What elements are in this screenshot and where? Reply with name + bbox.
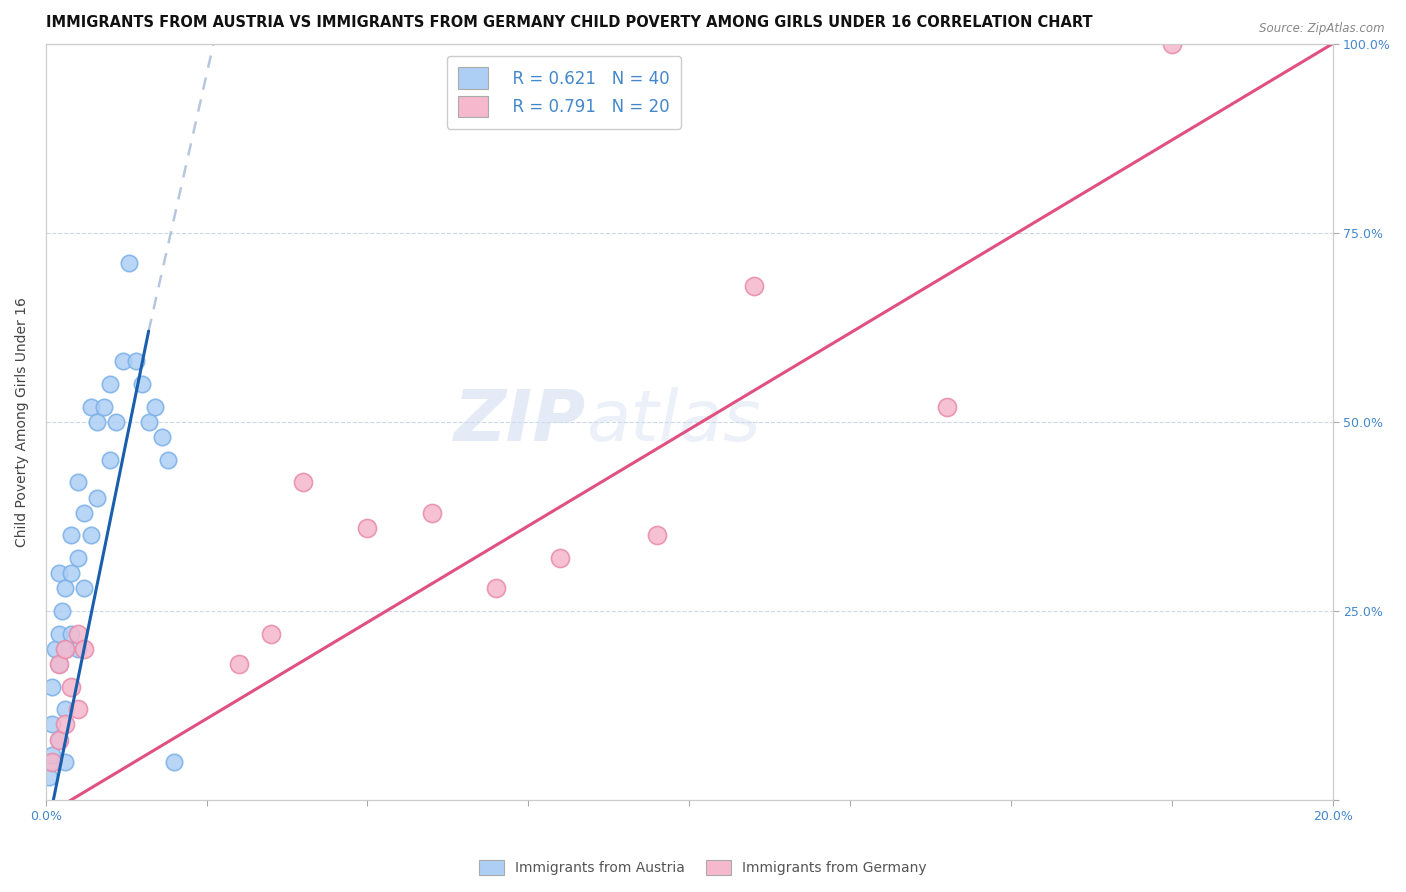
Point — [48, 657, 70, 671]
Point — [485, 581, 508, 595]
Point — [93, 400, 115, 414]
Point — [742, 278, 765, 293]
Point — [73, 581, 96, 595]
Point — [260, 626, 283, 640]
Point — [51, 604, 73, 618]
Point — [228, 657, 250, 671]
Point — [53, 756, 76, 770]
Point — [60, 528, 83, 542]
Point — [48, 566, 70, 581]
Point — [86, 415, 108, 429]
Point — [143, 400, 166, 414]
Text: Source: ZipAtlas.com: Source: ZipAtlas.com — [1260, 22, 1385, 36]
Point — [111, 354, 134, 368]
Point — [44, 641, 66, 656]
Text: IMMIGRANTS FROM AUSTRIA VS IMMIGRANTS FROM GERMANY CHILD POVERTY AMONG GIRLS UND: IMMIGRANTS FROM AUSTRIA VS IMMIGRANTS FR… — [45, 15, 1092, 30]
Point — [550, 551, 572, 566]
Point — [39, 756, 62, 770]
Point — [48, 626, 70, 640]
Point — [66, 551, 89, 566]
Point — [80, 528, 103, 542]
Point — [163, 756, 186, 770]
Legend: Immigrants from Austria, Immigrants from Germany: Immigrants from Austria, Immigrants from… — [474, 855, 932, 880]
Point — [73, 506, 96, 520]
Point — [292, 475, 315, 490]
Point — [60, 566, 83, 581]
Point — [53, 641, 76, 656]
Point — [66, 626, 89, 640]
Text: ZIP: ZIP — [454, 387, 586, 457]
Point — [131, 377, 153, 392]
Point — [60, 626, 83, 640]
Point — [420, 506, 443, 520]
Point — [935, 400, 957, 414]
Point — [80, 400, 103, 414]
Point — [645, 528, 668, 542]
Point — [98, 452, 121, 467]
Point — [105, 415, 128, 429]
Point — [48, 732, 70, 747]
Point — [41, 717, 63, 731]
Point — [48, 732, 70, 747]
Text: atlas: atlas — [586, 387, 761, 457]
Point — [86, 491, 108, 505]
Point — [356, 521, 378, 535]
Point — [41, 747, 63, 762]
Point — [1160, 37, 1182, 51]
Point — [41, 680, 63, 694]
Point — [53, 581, 76, 595]
Point — [38, 770, 60, 784]
Point — [138, 415, 160, 429]
Point — [53, 717, 76, 731]
Point — [156, 452, 179, 467]
Point — [66, 702, 89, 716]
Legend:   R = 0.621   N = 40,   R = 0.791   N = 20: R = 0.621 N = 40, R = 0.791 N = 20 — [447, 56, 681, 128]
Point — [60, 680, 83, 694]
Point — [98, 377, 121, 392]
Point — [48, 657, 70, 671]
Point — [66, 641, 89, 656]
Point — [41, 756, 63, 770]
Point — [53, 641, 76, 656]
Point — [118, 256, 141, 270]
Point — [53, 702, 76, 716]
Y-axis label: Child Poverty Among Girls Under 16: Child Poverty Among Girls Under 16 — [15, 297, 30, 547]
Point — [150, 430, 173, 444]
Point — [73, 641, 96, 656]
Point — [125, 354, 148, 368]
Point — [66, 475, 89, 490]
